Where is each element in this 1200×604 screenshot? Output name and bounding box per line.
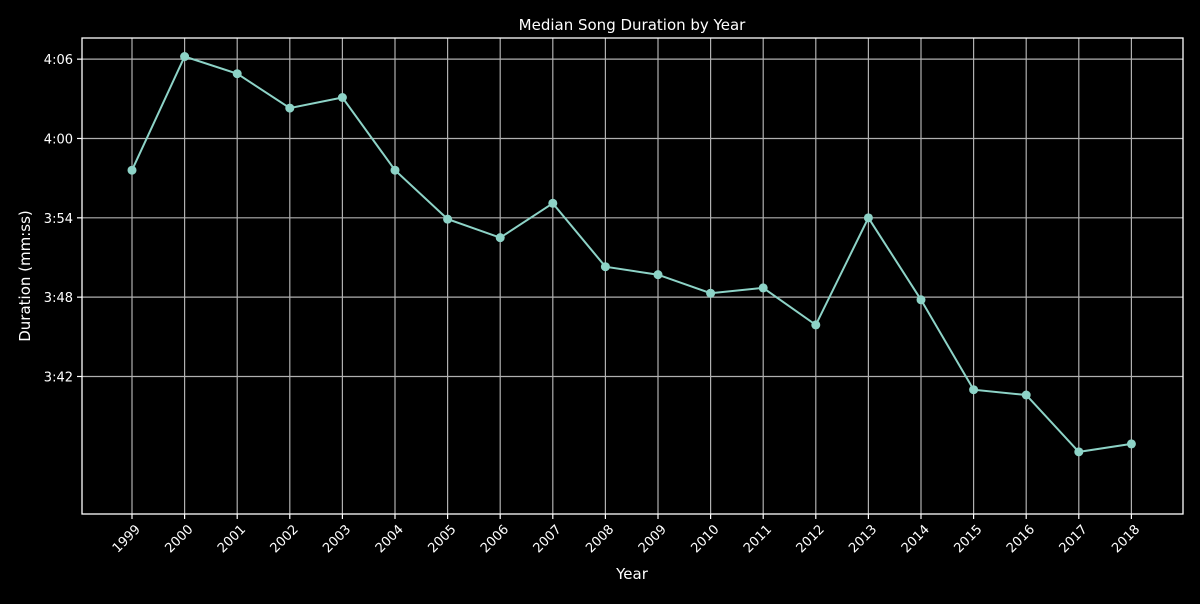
data-point (863, 213, 873, 223)
data-point (1074, 447, 1084, 457)
x-tick-label: 2011 (741, 522, 775, 556)
x-tick-label: 2014 (899, 522, 933, 556)
x-tick-label: 2015 (951, 522, 985, 556)
x-tick-label: 2001 (215, 522, 249, 556)
data-point (390, 165, 400, 175)
data-point (811, 320, 821, 330)
chart-title: Median Song Duration by Year (519, 16, 746, 34)
x-tick-label: 2003 (320, 522, 354, 556)
data-point (127, 165, 137, 175)
y-tick-label: 4:06 (44, 53, 73, 68)
data-point (180, 52, 190, 62)
y-tick-label: 4:00 (44, 132, 73, 147)
x-axis-label: Year (615, 565, 649, 583)
data-point (285, 103, 295, 113)
x-axis-ticks: 1999 2000 2001 2002 2003 2004 2005 2006 2007 2008… (110, 514, 1143, 556)
data-point (600, 262, 610, 272)
data-point (495, 233, 505, 243)
data-point (916, 295, 926, 305)
data-point (337, 93, 347, 102)
data-point (653, 270, 663, 280)
data-point (706, 288, 716, 298)
y-tick-label: 3:54 (44, 212, 73, 227)
x-tick-label: 2018 (1109, 522, 1143, 556)
data-point (1126, 439, 1136, 449)
data-point (758, 283, 768, 293)
x-tick-label: 2013 (846, 522, 880, 556)
data-point (443, 214, 453, 224)
x-tick-label: 2007 (531, 522, 565, 556)
data-point (232, 69, 242, 79)
y-axis-ticks: 3:42 3:48 3:54 4:00 4:06 (44, 53, 82, 385)
x-tick-label: 2009 (636, 522, 670, 556)
plot-frame (81, 37, 1184, 515)
x-tick-label: 1999 (110, 522, 144, 556)
x-tick-label: 2010 (688, 522, 722, 556)
x-tick-label: 2008 (583, 522, 617, 556)
x-tick-label: 2006 (478, 522, 512, 556)
data-point (969, 385, 979, 395)
data-markers (127, 52, 1136, 457)
data-point (1021, 390, 1031, 400)
series-line (131, 55, 1132, 453)
x-tick-label: 2012 (794, 522, 828, 556)
x-tick-label: 2016 (1004, 522, 1038, 556)
x-tick-label: 2004 (373, 522, 407, 556)
grid-lines (82, 38, 1183, 514)
y-axis-label: Duration (mm:ss) (16, 210, 34, 342)
y-tick-label: 3:48 (44, 291, 73, 306)
x-tick-label: 2005 (425, 522, 459, 556)
data-point (548, 198, 558, 208)
x-tick-label: 2002 (268, 522, 302, 556)
x-tick-label: 2017 (1057, 522, 1091, 556)
y-tick-label: 3:42 (44, 370, 73, 385)
x-tick-label: 2000 (162, 522, 196, 556)
